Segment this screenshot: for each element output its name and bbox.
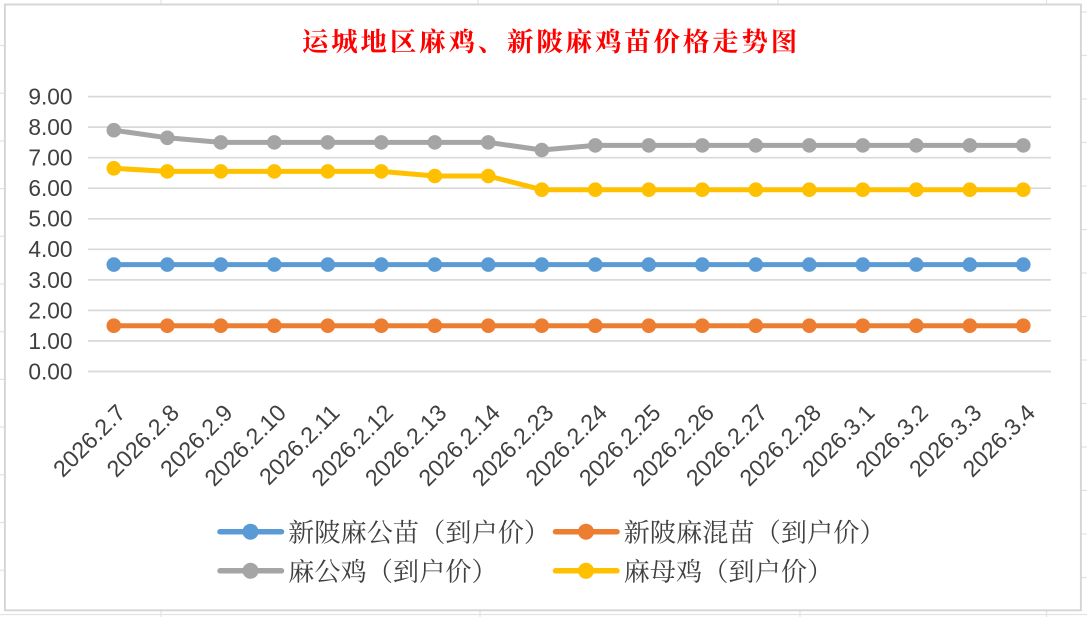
svg-text:3.00: 3.00 bbox=[28, 267, 72, 293]
svg-text:4.00: 4.00 bbox=[28, 236, 72, 262]
svg-text:2.00: 2.00 bbox=[28, 297, 72, 323]
svg-text:7.00: 7.00 bbox=[28, 145, 72, 171]
svg-text:9.00: 9.00 bbox=[28, 84, 72, 110]
svg-text:1.00: 1.00 bbox=[28, 328, 72, 354]
svg-text:0.00: 0.00 bbox=[28, 358, 72, 384]
svg-text:6.00: 6.00 bbox=[28, 175, 72, 201]
svg-text:8.00: 8.00 bbox=[28, 114, 72, 140]
svg-text:5.00: 5.00 bbox=[28, 206, 72, 232]
